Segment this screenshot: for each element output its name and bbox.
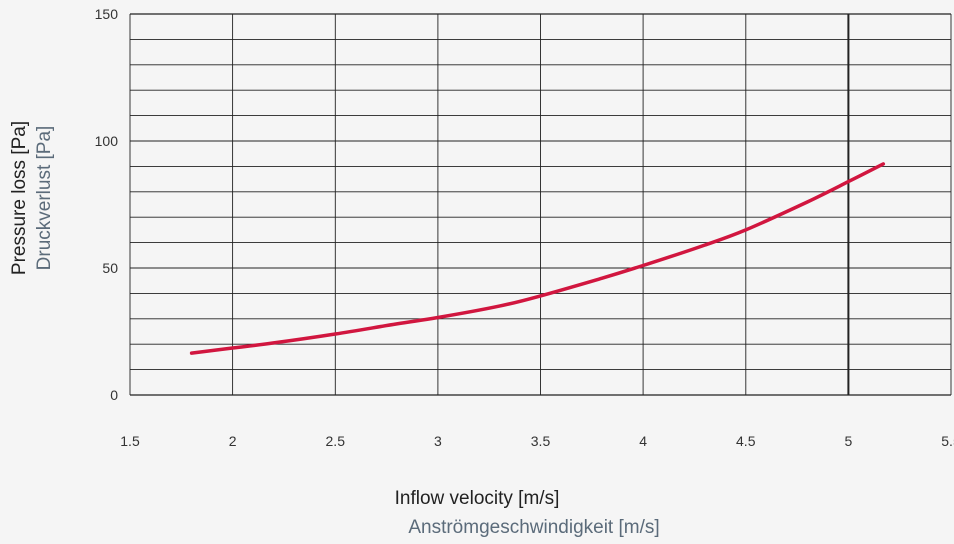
pressure-loss-line [189,162,886,355]
x-tick-label: 5.5 [941,433,954,449]
x-tick-label: 2.5 [326,433,346,449]
x-tick-label: 5 [844,433,852,449]
x-axis-title-secondary: Anströmgeschwindigkeit [m/s] [408,517,659,538]
y-tick-label: 150 [95,6,119,22]
x-tick-label: 4 [639,433,647,449]
y-tick-labels: 0 50 100 150 [95,6,119,403]
y-axis-title-secondary: Druckverlust [Pa] [34,126,55,271]
y-tick-label: 50 [102,260,118,276]
x-tick-label: 3.5 [531,433,551,449]
x-tick-label: 4.5 [736,433,756,449]
x-tick-label: 1.5 [120,433,140,449]
y-axis-title-primary: Pressure loss [Pa] [9,121,30,275]
y-tick-label: 0 [110,387,118,403]
x-tick-labels: 1.5 2 2.5 3 3.5 4 4.5 5 5.5 [120,433,954,449]
x-axis-title-primary: Inflow velocity [m/s] [395,488,560,509]
x-tick-label: 3 [434,433,442,449]
y-tick-label: 100 [95,133,119,149]
series-layer [189,162,886,355]
grid [129,13,952,396]
x-tick-label: 2 [229,433,237,449]
